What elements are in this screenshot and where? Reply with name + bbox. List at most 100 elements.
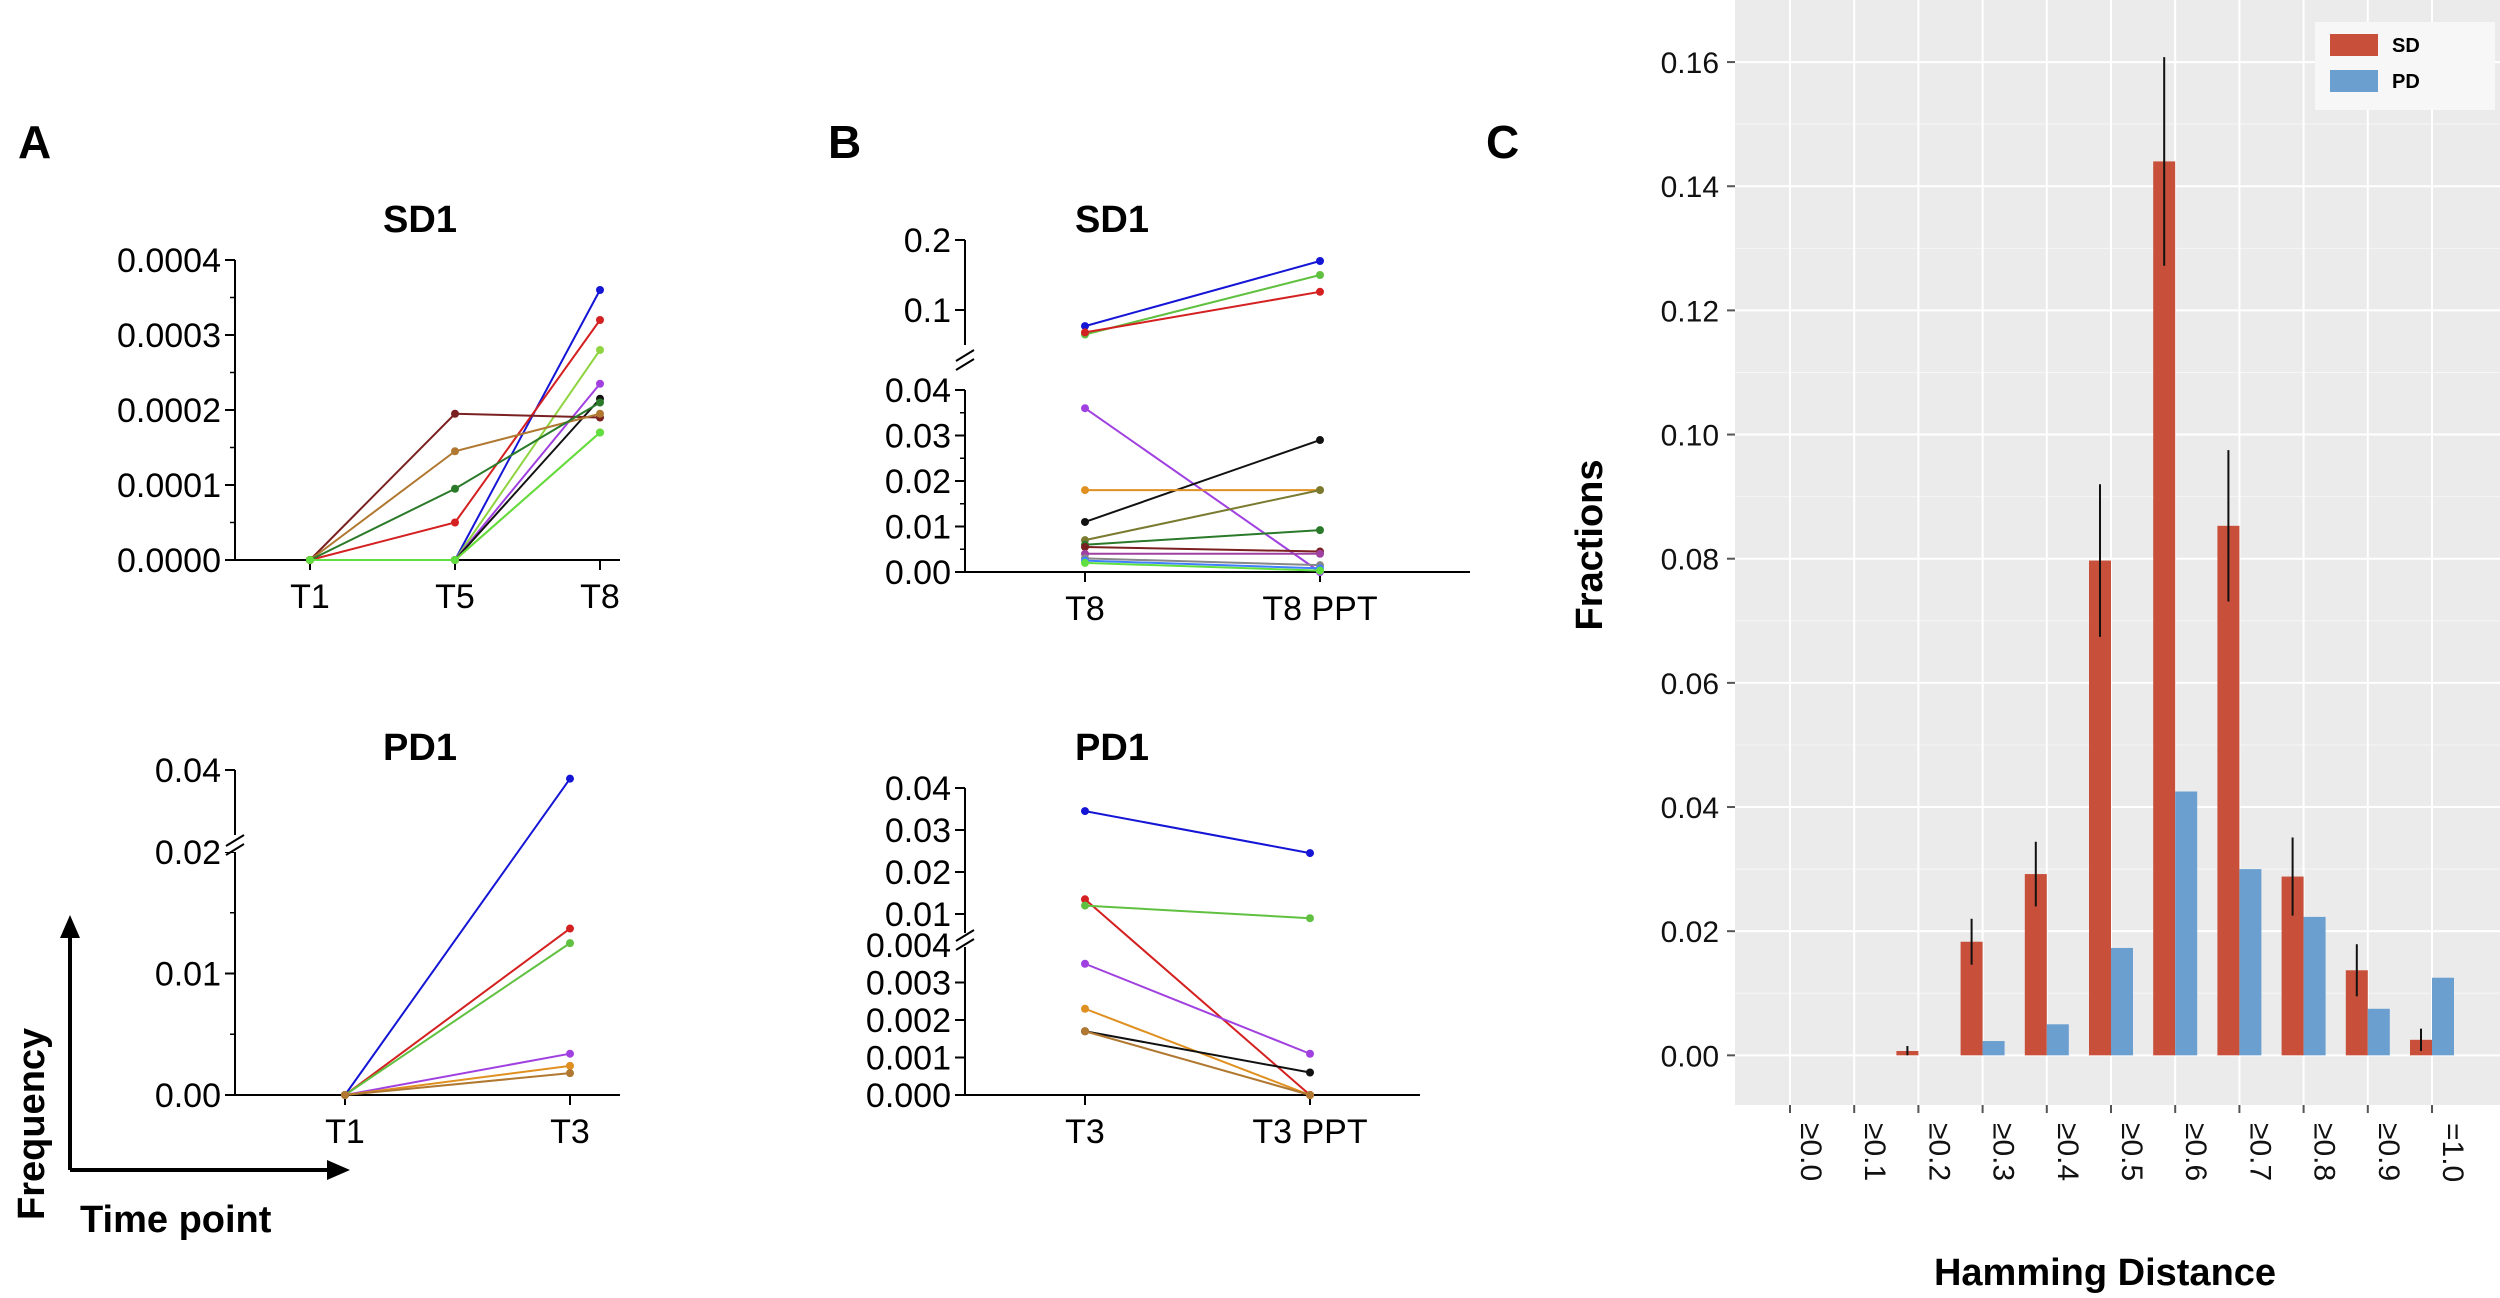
x-tick-label: ≥0.0 bbox=[1794, 1123, 1827, 1181]
legend-swatch bbox=[2330, 34, 2378, 56]
y-tick-label: 0.000 bbox=[866, 1077, 951, 1115]
x-tick-label: ≥0.7 bbox=[2243, 1123, 2276, 1181]
y-tick-label: 0.14 bbox=[1661, 171, 1719, 204]
bar-sd bbox=[2345, 970, 2368, 1056]
series-line bbox=[1084, 274, 1321, 336]
series-line bbox=[1084, 545, 1321, 553]
axis-break-gap bbox=[955, 933, 975, 947]
data-point bbox=[451, 447, 459, 456]
y-tick-label: 0.1 bbox=[904, 292, 951, 330]
x-tick-label: T3 bbox=[550, 1113, 590, 1151]
data-point bbox=[1316, 436, 1324, 445]
chart-title: SD1 bbox=[383, 199, 457, 241]
data-point bbox=[306, 556, 314, 564]
data-point bbox=[1306, 849, 1314, 858]
bar-pd bbox=[2175, 791, 2198, 1056]
series-line bbox=[1084, 290, 1321, 334]
series-line bbox=[1084, 962, 1311, 1055]
data-point bbox=[1316, 271, 1324, 279]
data-point bbox=[596, 398, 604, 407]
bar-sd bbox=[2217, 525, 2240, 1056]
y-tick-label: 0.001 bbox=[866, 1040, 951, 1078]
data-point bbox=[1081, 1004, 1089, 1013]
panel-letter-c: C bbox=[1486, 116, 1519, 168]
y-tick-label: 0.03 bbox=[885, 418, 951, 456]
bar-sd bbox=[2024, 874, 2047, 1056]
x-tick-label: T5 bbox=[435, 578, 475, 616]
x-tick-label: T1 bbox=[325, 1113, 365, 1151]
axis-break-slash-top bbox=[225, 834, 245, 847]
y-tick-label: 0.02 bbox=[1661, 916, 1719, 949]
chart-title: PD1 bbox=[1075, 727, 1149, 769]
series-line bbox=[1084, 260, 1321, 328]
y-tick-label: 0.06 bbox=[1661, 668, 1719, 701]
data-point bbox=[451, 556, 459, 564]
data-point bbox=[566, 924, 574, 933]
x-tick-label: T8 bbox=[580, 578, 620, 616]
data-point bbox=[1081, 959, 1089, 968]
x-tick-label: ≥0.9 bbox=[2372, 1123, 2405, 1181]
y-tick-label: 0.00 bbox=[155, 1077, 221, 1115]
y-tick-label: 0.01 bbox=[155, 956, 221, 994]
chart-title: SD1 bbox=[1075, 199, 1149, 241]
data-point bbox=[1306, 914, 1314, 923]
chart-a-pd1: PD1 0.00 0.01 0.02 0.04 T1 T3 bbox=[155, 727, 620, 1151]
data-point bbox=[1081, 542, 1089, 551]
x-axis-label: Hamming Distance bbox=[1934, 1252, 2276, 1294]
series-line bbox=[1084, 810, 1311, 855]
x-tick-label: =1.0 bbox=[2436, 1123, 2469, 1182]
series-line bbox=[1084, 904, 1311, 920]
data-point bbox=[451, 484, 459, 493]
data-point bbox=[1081, 901, 1089, 910]
series-line bbox=[344, 1072, 571, 1096]
axis-break-gap bbox=[225, 838, 245, 852]
axis-break-slash-bottom bbox=[225, 843, 245, 856]
schematic-axes: Frequency Time point bbox=[11, 915, 350, 1241]
y-tick-label: 0.004 bbox=[866, 927, 951, 965]
data-point bbox=[566, 1069, 574, 1078]
panel-letter-a: A bbox=[18, 116, 51, 168]
x-tick-label: ≥0.5 bbox=[2115, 1123, 2148, 1181]
y-tick-label: 0.02 bbox=[155, 834, 221, 872]
series-line bbox=[344, 1052, 571, 1096]
axis-break-slash-top bbox=[955, 349, 975, 362]
chart-c: 0.00 0.02 0.04 0.06 0.08 0.10 0.12 0.14 0.16 ≥0.0… bbox=[1569, 0, 2500, 1294]
data-point bbox=[1081, 895, 1089, 904]
panel-letter-b: B bbox=[828, 116, 861, 168]
y-tick-label: 0.12 bbox=[1661, 295, 1719, 328]
series-line bbox=[310, 398, 601, 561]
data-point bbox=[341, 1091, 349, 1099]
data-point bbox=[1081, 807, 1089, 816]
data-point bbox=[566, 1061, 574, 1070]
y-tick-label: 0.002 bbox=[866, 1002, 951, 1040]
data-point bbox=[1306, 1091, 1314, 1099]
data-point bbox=[1316, 566, 1324, 575]
x-tick-label: ≥0.2 bbox=[1922, 1123, 1955, 1181]
data-point bbox=[1081, 558, 1089, 567]
legend-label: PD bbox=[2392, 71, 2420, 93]
series-line bbox=[1084, 1030, 1311, 1074]
legend-swatch bbox=[2330, 70, 2378, 92]
data-point bbox=[1081, 322, 1089, 331]
data-point bbox=[566, 774, 574, 783]
series-line bbox=[344, 1064, 571, 1096]
data-point bbox=[566, 939, 574, 948]
data-point bbox=[596, 379, 604, 388]
y-tick-label: 0.01 bbox=[885, 896, 951, 934]
bar-pd bbox=[2303, 916, 2326, 1056]
data-point bbox=[1081, 486, 1089, 495]
y-tick-label: 0.08 bbox=[1661, 544, 1719, 577]
series-line bbox=[1084, 557, 1321, 567]
schematic-xlabel: Time point bbox=[80, 1199, 272, 1241]
y-tick-label: 0.00 bbox=[1661, 1040, 1719, 1073]
axis-break-slash-top bbox=[955, 929, 975, 942]
series-line bbox=[344, 927, 571, 1096]
data-point bbox=[1081, 328, 1089, 337]
x-tick-label: T8 bbox=[1065, 590, 1105, 628]
series-line bbox=[1084, 439, 1321, 523]
data-point bbox=[1306, 1068, 1314, 1077]
x-tick-label: ≥0.6 bbox=[2179, 1123, 2212, 1181]
schematic-y-arrowhead bbox=[60, 915, 80, 938]
